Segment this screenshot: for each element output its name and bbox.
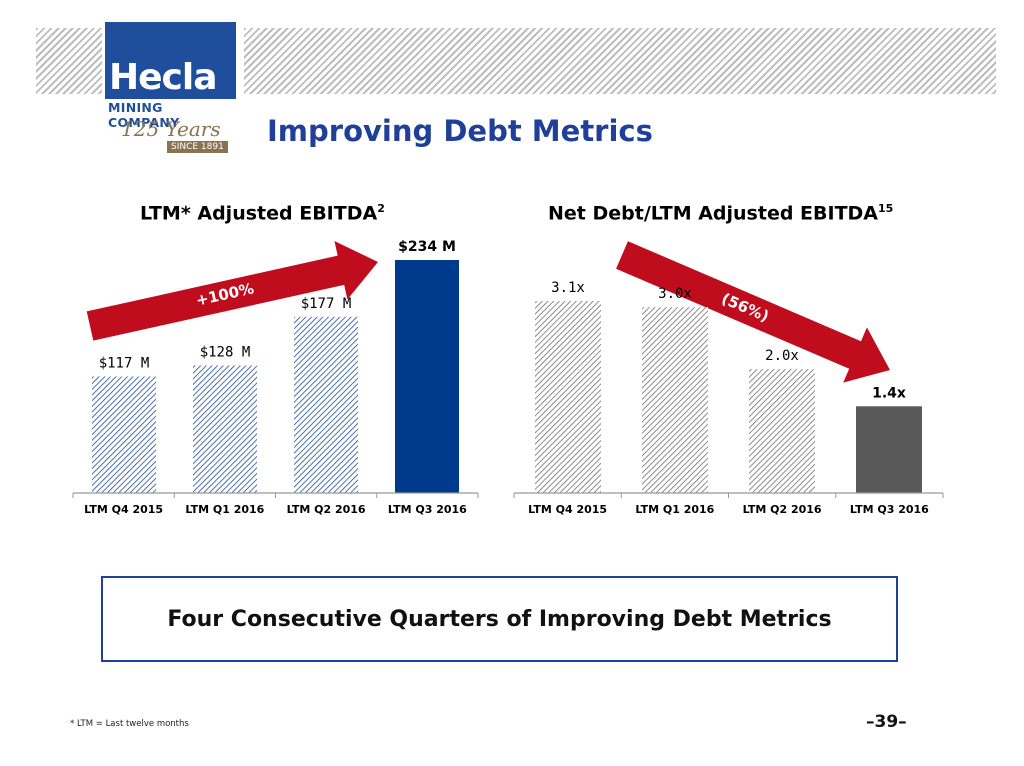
chart1-trend-arrow <box>86 241 378 341</box>
chart2-title: Net Debt/LTM Adjusted EBITDA15 <box>548 202 893 224</box>
chart1-title-text: LTM* Adjusted EBITDA <box>140 202 378 225</box>
chart2-tick-label: LTM Q3 2016 <box>850 503 929 516</box>
chart1-bar <box>395 260 459 493</box>
logo-since: SINCE 1891 <box>167 141 228 153</box>
chart1-data-label: $177 M <box>301 296 352 312</box>
chart1-tick-label: LTM Q3 2016 <box>388 503 467 516</box>
header-hatch-right <box>244 28 996 94</box>
logo-company: MINING COMPANY <box>108 100 180 130</box>
chart2-tick-label: LTM Q2 2016 <box>743 503 822 516</box>
chart1-bar <box>294 316 358 493</box>
chart2-data-label: 3.1x <box>551 280 585 296</box>
chart2-data-label: 3.0x <box>658 286 692 302</box>
chart1-data-label: $117 M <box>99 356 150 372</box>
chart1-bar <box>193 365 257 493</box>
chart1-tick-label: LTM Q1 2016 <box>185 503 264 516</box>
logo-blue-block <box>105 22 236 99</box>
chart1-title-sup: 2 <box>377 202 385 215</box>
chart2-tick-label: LTM Q4 2015 <box>528 503 607 516</box>
chart1-tick-label: LTM Q2 2016 <box>287 503 366 516</box>
chart2-bar <box>535 301 601 493</box>
chart2-bar <box>749 369 815 493</box>
chart2-data-label: 1.4x <box>872 385 906 401</box>
chart2-data-label: 2.0x <box>765 348 799 364</box>
callout-box: Four Consecutive Quarters of Improving D… <box>101 576 898 662</box>
header-hatch-left <box>36 28 102 94</box>
hecla-logo: Hecla MINING COMPANY 125 Years SINCE 189… <box>105 22 236 160</box>
chart1-bar <box>92 376 156 493</box>
chart1-data-label: $234 M <box>398 239 456 255</box>
chart2-title-text: Net Debt/LTM Adjusted EBITDA <box>548 202 879 225</box>
chart2-bar <box>642 307 708 493</box>
logo-wordmark: Hecla <box>109 57 218 98</box>
chart1-title: LTM* Adjusted EBITDA2 <box>140 202 385 224</box>
chart1-data-label: $128 M <box>200 345 251 361</box>
chart2-title-sup: 15 <box>878 202 894 215</box>
footnote: * LTM = Last twelve months <box>70 719 189 729</box>
chart1-tick-label: LTM Q4 2015 <box>84 503 163 516</box>
logo-years: 125 Years <box>121 117 221 141</box>
chart2-bar <box>856 406 922 493</box>
page-title: Improving Debt Metrics <box>267 114 653 148</box>
chart2-trend-arrow <box>616 241 890 383</box>
page-number: –39– <box>866 712 907 732</box>
chart2-tick-label: LTM Q1 2016 <box>635 503 714 516</box>
